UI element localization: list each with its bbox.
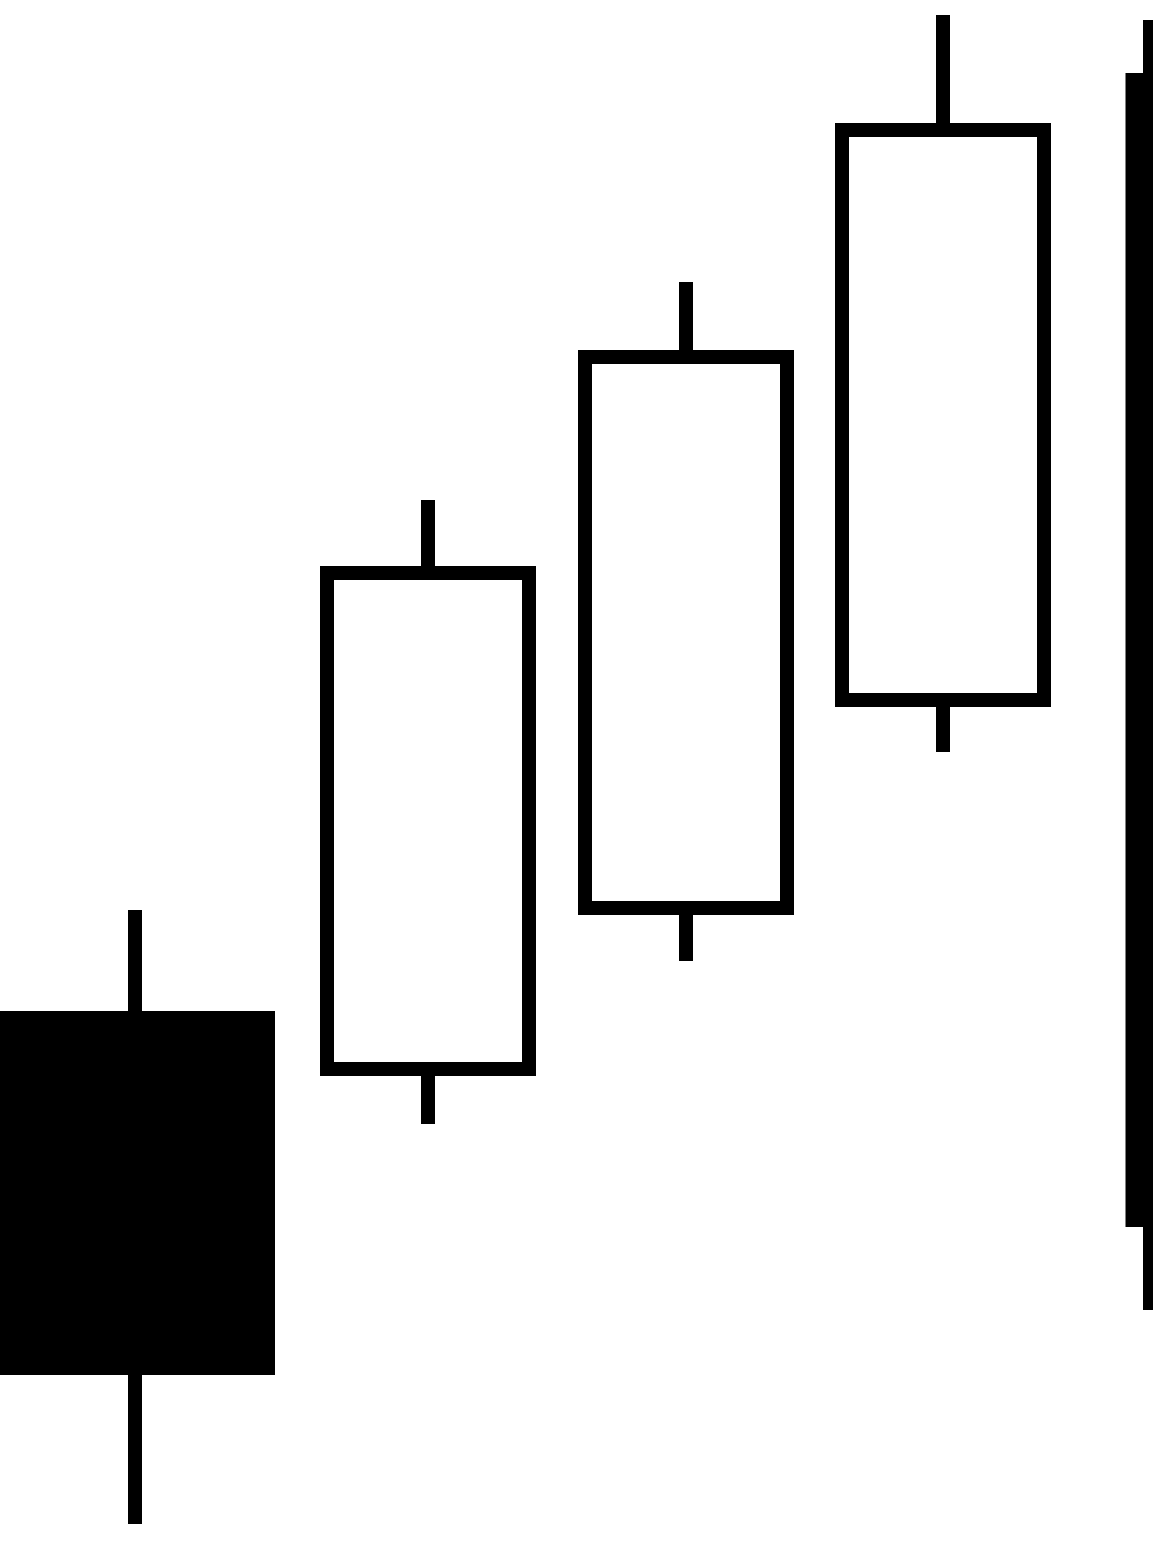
candle-body [842, 130, 1044, 700]
candlestick [2, 910, 268, 1524]
candlestick-chart [0, 0, 1153, 1541]
candle-body [585, 357, 787, 908]
candle-body [1133, 80, 1153, 1220]
candlestick [842, 15, 1044, 752]
candlestick [585, 282, 787, 961]
candlestick [327, 500, 529, 1124]
candle-body [327, 573, 529, 1069]
candlestick-chart-svg [0, 0, 1153, 1541]
candle-body [2, 1018, 268, 1368]
candlestick [1133, 20, 1153, 1310]
